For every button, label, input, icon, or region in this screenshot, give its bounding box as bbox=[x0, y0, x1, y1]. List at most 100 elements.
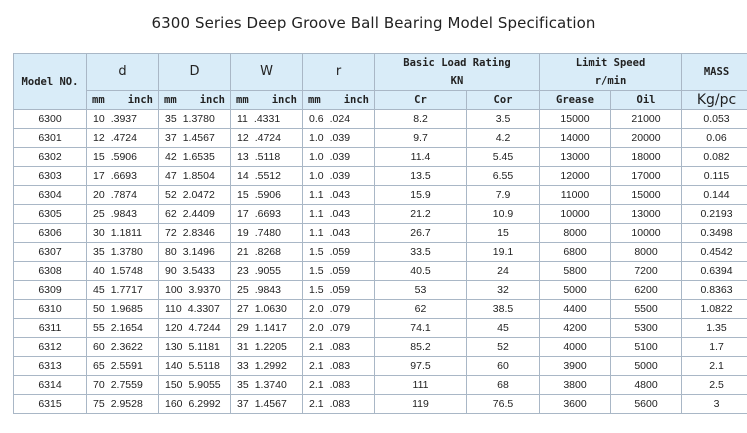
unit-mm: mm bbox=[236, 94, 249, 106]
header-model: Model NO. bbox=[13, 53, 87, 110]
header-load-line1: Basic Load Rating bbox=[403, 57, 511, 69]
header-speed-line1: Limit Speed bbox=[575, 57, 646, 69]
cell-cor: 45 bbox=[466, 318, 540, 338]
cell-d-inch: 2.3622 bbox=[110, 341, 143, 353]
cell-cr: 8.2 bbox=[374, 109, 467, 129]
cell-r: 2.0 .079 bbox=[302, 318, 375, 338]
cell-D: 120 4.7244 bbox=[158, 318, 231, 338]
cell-W-inch: .9055 bbox=[254, 265, 281, 277]
cell-r-inch: .039 bbox=[329, 151, 351, 163]
cell-d: 40 1.5748 bbox=[86, 261, 159, 281]
cell-D-inch: 5.9055 bbox=[188, 379, 221, 391]
cell-r-mm: 1.1 bbox=[309, 227, 324, 239]
cell-D: 150 5.9055 bbox=[158, 375, 231, 395]
cell-D-mm: 52 bbox=[165, 189, 177, 201]
table-row: 6311 55 2.1654 120 4.7244 29 1.1417 2.0 .079 74.1… bbox=[13, 318, 747, 338]
cell-W-inch: 1.2992 bbox=[254, 360, 287, 372]
cell-d: 12 .4724 bbox=[86, 128, 159, 148]
cell-r: 2.1 .083 bbox=[302, 356, 375, 376]
cell-W: 12 .4724 bbox=[230, 128, 303, 148]
cell-d: 50 1.9685 bbox=[86, 299, 159, 319]
cell-r-mm: 2.1 bbox=[309, 341, 324, 353]
cell-d-inch: .6693 bbox=[110, 170, 137, 182]
cell-D-mm: 72 bbox=[165, 227, 177, 239]
cell-W-inch: .6693 bbox=[254, 208, 281, 220]
cell-D-mm: 35 bbox=[165, 113, 177, 125]
unit-W: mm inch bbox=[230, 90, 303, 110]
cell-W: 35 1.3740 bbox=[230, 375, 303, 395]
cell-D: 47 1.8504 bbox=[158, 166, 231, 186]
cell-model: 6311 bbox=[13, 318, 87, 338]
cell-r-mm: 2.1 bbox=[309, 379, 324, 391]
cell-W-mm: 35 bbox=[237, 379, 249, 391]
table-row: 6305 25 .9843 62 2.4409 17 .6693 1.1 .043 21.2 10.… bbox=[13, 204, 747, 224]
cell-oil: 5600 bbox=[609, 394, 683, 414]
cell-d-mm: 60 bbox=[93, 341, 105, 353]
cell-r-mm: 2.1 bbox=[309, 360, 324, 372]
cell-cor: 38.5 bbox=[466, 299, 540, 319]
table-row: 6310 50 1.9685 110 4.3307 27 1.0630 2.0 .079 62 38… bbox=[13, 299, 747, 319]
cell-cor: 6.55 bbox=[466, 166, 540, 186]
cell-W-mm: 15 bbox=[237, 189, 249, 201]
cell-cor: 32 bbox=[466, 280, 540, 300]
cell-d-inch: 2.5591 bbox=[110, 360, 143, 372]
cell-W: 27 1.0630 bbox=[230, 299, 303, 319]
cell-r-mm: 1.1 bbox=[309, 208, 324, 220]
cell-r-inch: .083 bbox=[329, 360, 351, 372]
table-row: 6300 10.3937 35 1.3780 11.4331 0.6.024 8.2 3.5 1… bbox=[13, 109, 747, 129]
cell-r-mm: 1.5 bbox=[309, 246, 324, 258]
cell-r-inch: .059 bbox=[329, 246, 351, 258]
cell-cor: 68 bbox=[466, 375, 540, 395]
cell-grease: 5000 bbox=[539, 280, 611, 300]
cell-r: 1.5 .059 bbox=[302, 242, 375, 262]
cell-grease: 4000 bbox=[539, 337, 611, 357]
cell-cr: 11.4 bbox=[374, 147, 467, 167]
header-oil: Oil bbox=[609, 90, 683, 110]
cell-cr: 74.1 bbox=[374, 318, 467, 338]
cell-D: 37 1.4567 bbox=[158, 128, 231, 148]
cell-cr: 15.9 bbox=[374, 185, 467, 205]
cell-r-mm: 2.0 bbox=[309, 322, 324, 334]
cell-model: 6314 bbox=[13, 375, 87, 395]
cell-r-mm: 2.1 bbox=[309, 398, 324, 410]
cell-grease: 10000 bbox=[539, 204, 611, 224]
cell-W: 33 1.2992 bbox=[230, 356, 303, 376]
cell-mass: 0.053 bbox=[681, 109, 747, 129]
cell-D-inch: 5.1181 bbox=[188, 341, 220, 353]
cell-cor: 3.5 bbox=[466, 109, 540, 129]
cell-D-inch: 1.3780 bbox=[182, 113, 215, 125]
cell-mass: 0.082 bbox=[681, 147, 747, 167]
cell-D-mm: 80 bbox=[165, 246, 177, 258]
cell-W: 23 .9055 bbox=[230, 261, 303, 281]
cell-d-mm: 30 bbox=[93, 227, 105, 239]
cell-mass: 0.06 bbox=[681, 128, 747, 148]
cell-d-inch: 2.7559 bbox=[110, 379, 143, 391]
cell-D-mm: 110 bbox=[165, 303, 182, 315]
cell-cr: 85.2 bbox=[374, 337, 467, 357]
cell-d: 35 1.3780 bbox=[86, 242, 159, 262]
cell-grease: 4400 bbox=[539, 299, 611, 319]
header-grease: Grease bbox=[539, 90, 611, 110]
cell-r-inch: .083 bbox=[329, 379, 351, 391]
cell-W: 19 .7480 bbox=[230, 223, 303, 243]
cell-r-mm: 1.5 bbox=[309, 265, 324, 277]
cell-r-mm: 1.0 bbox=[309, 151, 324, 163]
cell-model: 6308 bbox=[13, 261, 87, 281]
table-row: 6303 17 .6693 47 1.8504 14 .5512 1.0 .039 13.5 6.5… bbox=[13, 166, 747, 186]
cell-d-mm: 17 bbox=[93, 170, 105, 182]
cell-cor: 76.5 bbox=[466, 394, 540, 414]
cell-D-inch: 2.4409 bbox=[182, 208, 215, 220]
cell-d-inch: .5906 bbox=[110, 151, 137, 163]
cell-W-inch: 1.3740 bbox=[254, 379, 287, 391]
cell-grease: 15000 bbox=[539, 109, 611, 129]
cell-D-inch: 1.8504 bbox=[182, 170, 215, 182]
cell-W: 37 1.4567 bbox=[230, 394, 303, 414]
cell-D-mm: 150 bbox=[165, 379, 183, 391]
cell-mass: 1.7 bbox=[681, 337, 747, 357]
cell-mass: 1.0822 bbox=[681, 299, 747, 319]
cell-grease: 3600 bbox=[539, 394, 611, 414]
cell-D-mm: 140 bbox=[165, 360, 183, 372]
unit-inch: inch bbox=[343, 94, 369, 106]
cell-D: 100 3.9370 bbox=[158, 280, 231, 300]
header-W: W bbox=[230, 53, 303, 91]
